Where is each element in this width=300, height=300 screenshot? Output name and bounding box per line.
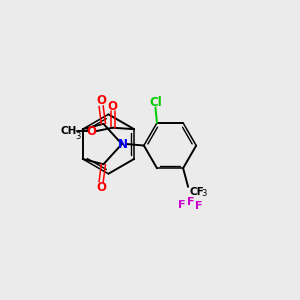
Text: F: F [195, 201, 202, 211]
Text: 3: 3 [76, 131, 81, 140]
Text: CH: CH [61, 126, 77, 136]
Text: F: F [178, 200, 185, 210]
Text: O: O [96, 181, 106, 194]
Text: 3: 3 [202, 189, 207, 198]
Text: N: N [118, 138, 128, 152]
Text: CF: CF [190, 187, 204, 197]
Text: O: O [96, 94, 106, 107]
Text: O: O [86, 125, 96, 138]
Text: O: O [108, 100, 118, 112]
Text: Cl: Cl [149, 96, 162, 109]
Text: F: F [187, 197, 194, 207]
